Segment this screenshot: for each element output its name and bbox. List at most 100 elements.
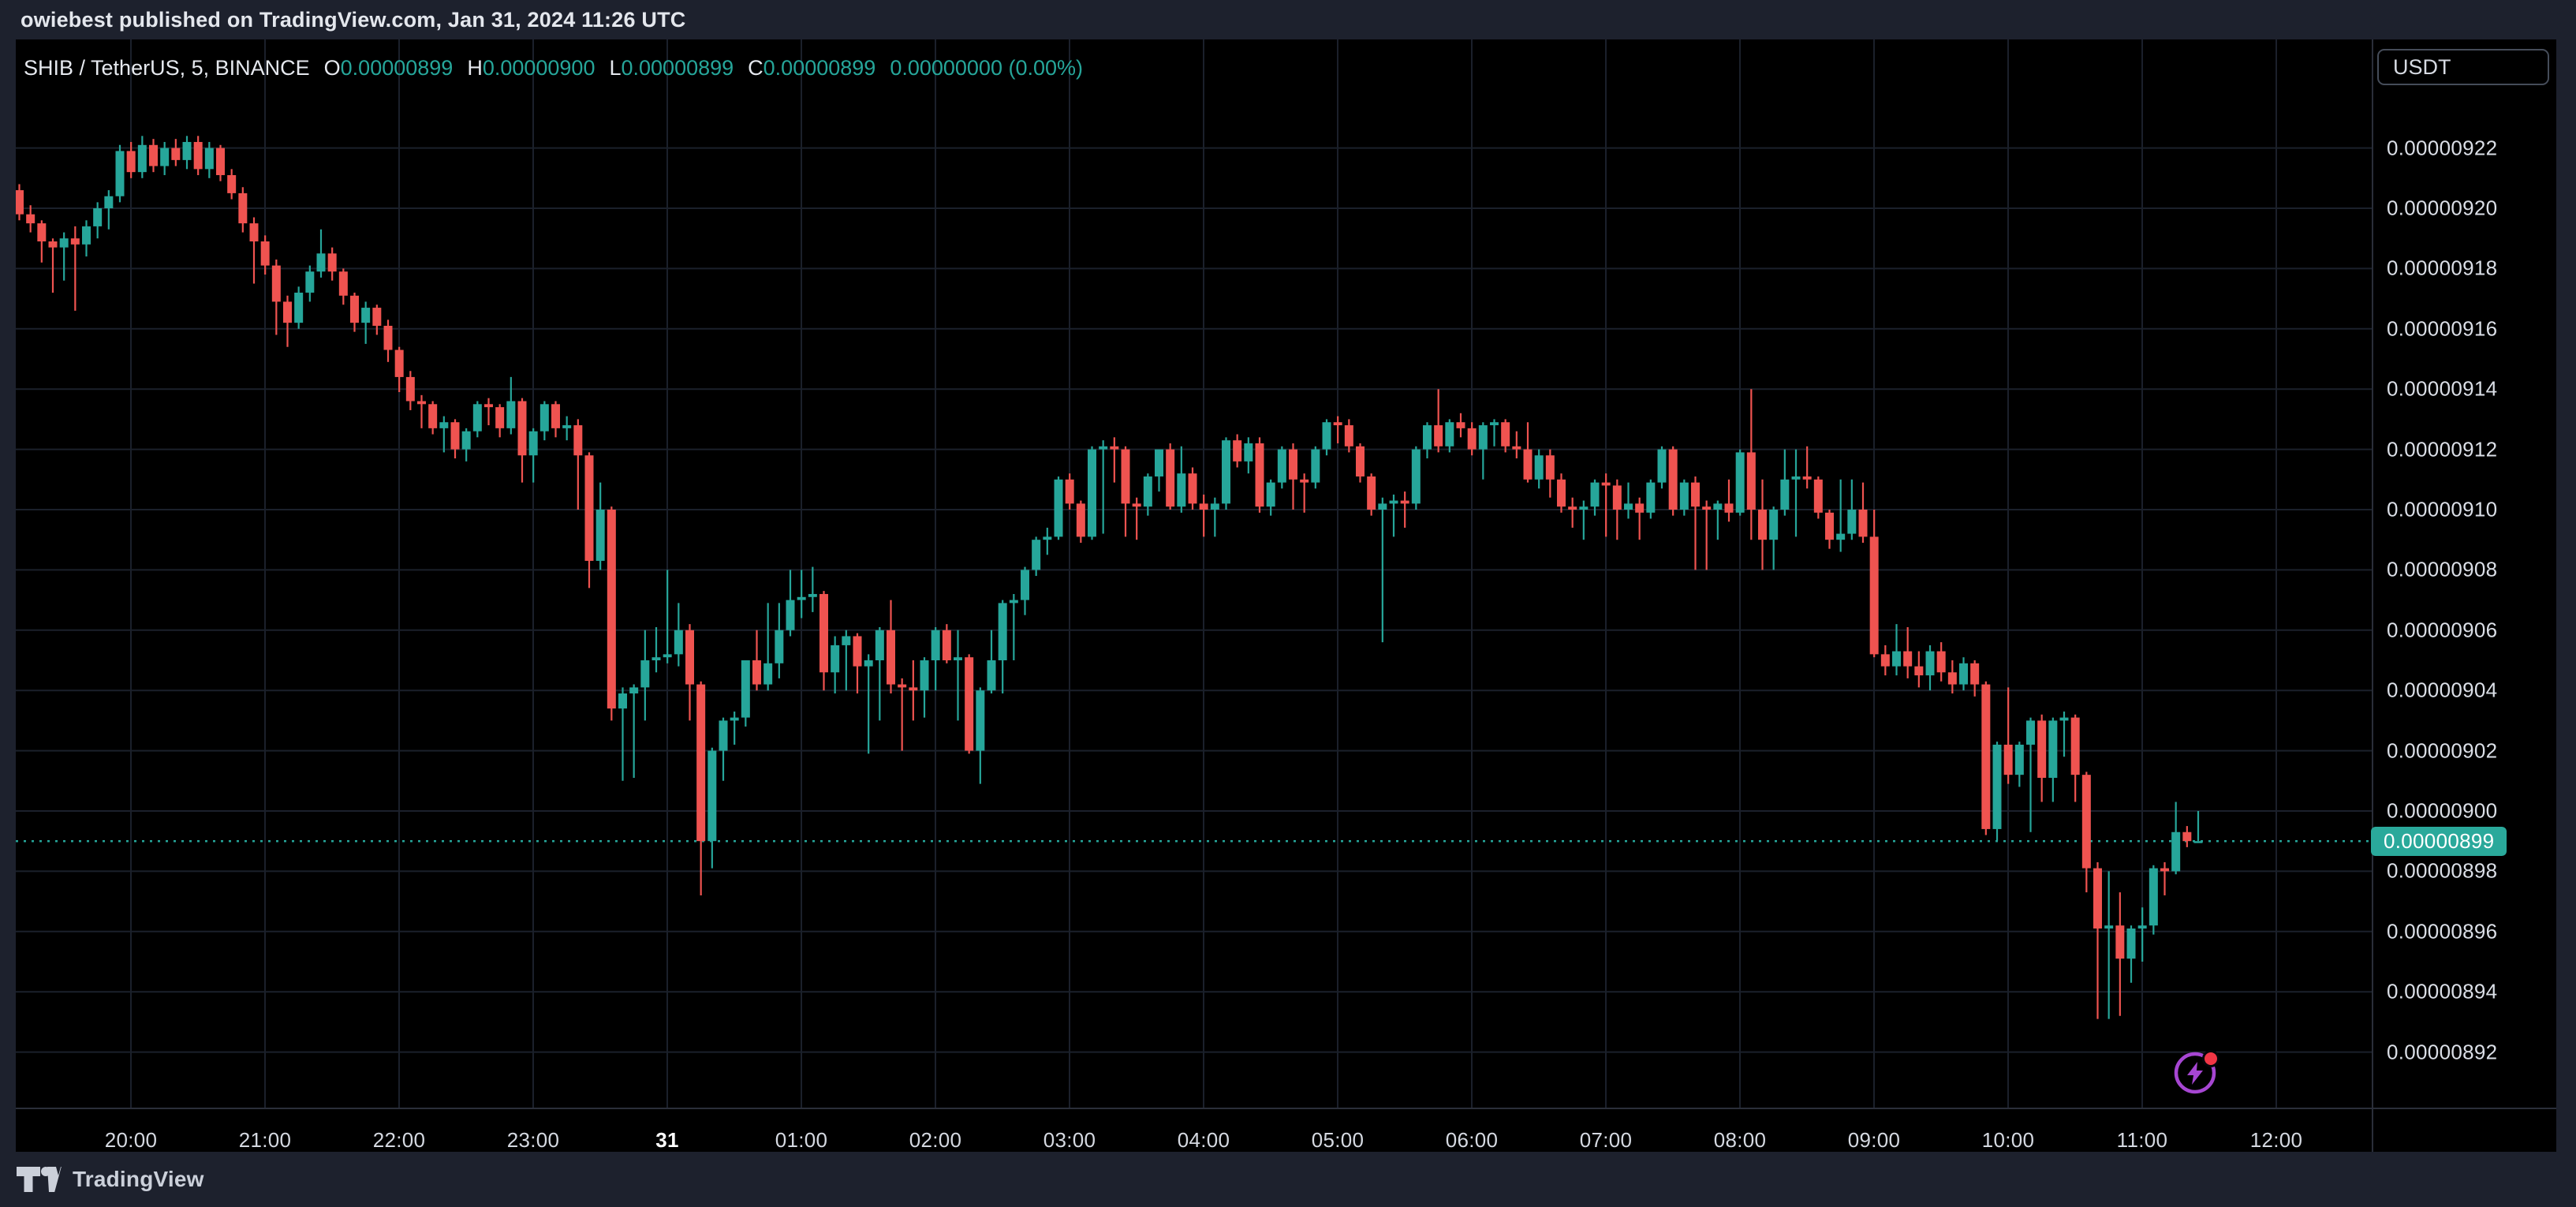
candle: [1032, 536, 1041, 577]
price-tick-label[interactable]: 0.00000922: [2387, 136, 2498, 160]
tradingview-logo-icon[interactable]: [16, 1164, 62, 1195]
candle: [1601, 473, 1611, 537]
footer-brand[interactable]: TradingView: [73, 1167, 204, 1191]
candle: [2026, 717, 2036, 832]
candle: [775, 603, 784, 678]
time-tick-label[interactable]: 10:00: [1981, 1128, 2035, 1152]
price-tick-label[interactable]: 0.00000912: [2387, 437, 2498, 462]
time-tick-label[interactable]: 23:00: [506, 1128, 560, 1152]
candle: [1121, 446, 1130, 537]
price-tick-label[interactable]: 0.00000904: [2387, 678, 2498, 702]
price-tick-label[interactable]: 0.00000908: [2387, 557, 2498, 581]
candle: [227, 169, 237, 200]
time-tick-label[interactable]: 01:00: [775, 1128, 828, 1152]
price-tick-label[interactable]: 0.00000910: [2387, 497, 2498, 521]
candle: [405, 371, 415, 410]
price-tick-label[interactable]: 0.00000918: [2387, 256, 2498, 280]
candle: [1344, 419, 1353, 453]
price-tick-label[interactable]: 0.00000898: [2387, 858, 2498, 883]
candle: [1914, 651, 1924, 688]
candle: [1679, 479, 1689, 516]
candlestick-chart[interactable]: [16, 39, 2556, 1152]
candle: [372, 305, 382, 335]
price-tick-label[interactable]: 0.00000916: [2387, 316, 2498, 341]
candle: [719, 717, 728, 781]
candle: [1300, 473, 1309, 513]
candle: [2126, 925, 2136, 983]
candle: [70, 226, 80, 311]
price-tick-label[interactable]: 0.00000920: [2387, 196, 2498, 220]
candle: [909, 660, 918, 721]
candle: [864, 654, 873, 754]
candle: [16, 184, 24, 221]
candle: [1210, 497, 1219, 537]
time-tick-label[interactable]: 04:00: [1177, 1128, 1230, 1152]
candle: [1735, 449, 1745, 516]
flash-icon[interactable]: [2170, 1047, 2220, 1097]
candle: [271, 259, 281, 335]
candle: [238, 187, 248, 233]
candle: [48, 238, 58, 293]
time-tick-label[interactable]: 12:00: [2249, 1128, 2303, 1152]
currency-toggle-button[interactable]: USDT: [2377, 49, 2549, 85]
candle: [1981, 681, 1991, 835]
candle: [1869, 510, 1879, 658]
time-tick-label[interactable]: 11:00: [2116, 1128, 2168, 1152]
time-tick-label[interactable]: 09:00: [1847, 1128, 1901, 1152]
candle: [193, 136, 203, 175]
candle: [875, 626, 884, 721]
candle: [1088, 446, 1097, 540]
candle: [685, 624, 695, 721]
candle: [1724, 479, 1734, 522]
candle: [506, 376, 516, 435]
candle: [920, 657, 929, 718]
candle: [2160, 861, 2170, 895]
candle: [1769, 506, 1779, 570]
candle: [1043, 527, 1052, 555]
candle: [1143, 473, 1152, 516]
candle: [853, 633, 862, 694]
candle: [1255, 437, 1264, 513]
price-tick-label[interactable]: 0.00000902: [2387, 738, 2498, 763]
chart-pane[interactable]: SHIB / TetherUS, 5, BINANCE O 0.00000899 H 0…: [16, 39, 2556, 1152]
candle: [2137, 907, 2147, 962]
candle: [1936, 642, 1946, 682]
last-price-tag-label: 0.00000899: [2384, 829, 2495, 854]
time-tick-label[interactable]: 06:00: [1445, 1128, 1499, 1152]
time-tick-label[interactable]: 20:00: [104, 1128, 158, 1152]
candle: [1445, 419, 1454, 453]
candle: [763, 603, 773, 691]
candle: [696, 681, 706, 895]
ohlc-legend: SHIB / TetherUS, 5, BINANCE O 0.00000899 H 0…: [24, 52, 1083, 84]
time-tick-label[interactable]: 08:00: [1713, 1128, 1767, 1152]
candle: [730, 711, 739, 745]
time-tick-label[interactable]: 22:00: [372, 1128, 426, 1152]
symbol-title: SHIB / TetherUS, 5, BINANCE: [24, 55, 310, 80]
time-tick-label[interactable]: 02:00: [909, 1128, 962, 1152]
candle: [819, 591, 829, 691]
candle: [831, 636, 840, 694]
price-tick-label[interactable]: 0.00000892: [2387, 1040, 2498, 1064]
candle: [1199, 494, 1208, 537]
candle: [898, 678, 907, 751]
time-tick-label[interactable]: 05:00: [1311, 1128, 1365, 1152]
price-tick-label[interactable]: 0.00000906: [2387, 618, 2498, 642]
high-label: H: [467, 55, 483, 80]
candle: [2171, 802, 2181, 875]
candle: [1356, 443, 1365, 483]
candle: [607, 506, 616, 721]
time-tick-label[interactable]: 07:00: [1579, 1128, 1633, 1152]
price-tick-label[interactable]: 0.00000894: [2387, 979, 2498, 1003]
candle: [1646, 479, 1656, 519]
candle: [1378, 497, 1387, 643]
candle: [1099, 440, 1108, 534]
price-tick-label[interactable]: 0.00000900: [2387, 798, 2498, 823]
time-tick-label[interactable]: 21:00: [238, 1128, 292, 1152]
time-tick-label[interactable]: 31: [655, 1128, 679, 1152]
price-tick-label[interactable]: 0.00000914: [2387, 376, 2498, 401]
candle: [2081, 772, 2091, 893]
price-tick-label[interactable]: 0.00000896: [2387, 919, 2498, 944]
candle: [1579, 500, 1589, 540]
candle: [1657, 446, 1667, 489]
time-tick-label[interactable]: 03:00: [1043, 1128, 1096, 1152]
